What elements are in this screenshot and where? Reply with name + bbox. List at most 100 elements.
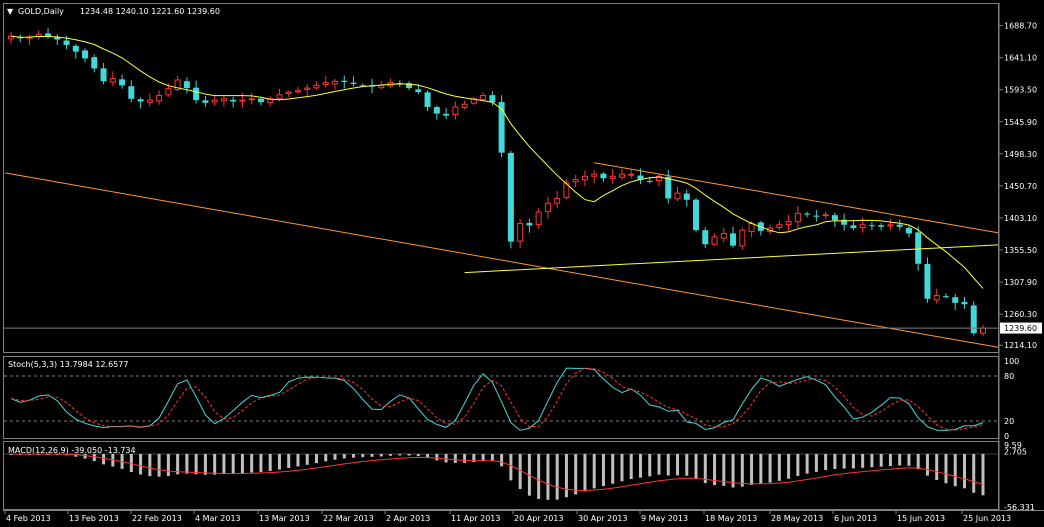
macd-bar bbox=[768, 454, 772, 483]
candle-bear bbox=[804, 213, 811, 215]
macd-bar bbox=[398, 454, 402, 456]
candle-bull bbox=[313, 84, 320, 89]
macd-bar bbox=[305, 454, 309, 465]
macd-bar bbox=[564, 454, 568, 498]
candle-bull bbox=[285, 91, 292, 95]
macd-bar bbox=[379, 454, 383, 457]
candle-bull bbox=[452, 106, 459, 115]
price-candles bbox=[8, 28, 986, 337]
price-tick-label: 1355.50 bbox=[1004, 246, 1037, 255]
macd-bar bbox=[222, 454, 226, 475]
candle-bear bbox=[91, 57, 98, 69]
candle-bear bbox=[202, 100, 209, 103]
lower-channel-trendline[interactable] bbox=[4, 172, 999, 348]
time-tick-label: 22 Mar 2013 bbox=[323, 514, 374, 523]
support-line-trendline[interactable] bbox=[464, 244, 999, 274]
stoch-tick-label: 0 bbox=[1004, 432, 1009, 441]
macd-bar bbox=[92, 454, 96, 462]
candle-bear bbox=[924, 263, 931, 299]
price-tick-label: 1688.70 bbox=[1004, 22, 1037, 31]
candle-bull bbox=[174, 79, 181, 90]
price-tick-label: 1593.50 bbox=[1004, 86, 1037, 95]
candle-bear bbox=[45, 33, 52, 37]
stoch-label: Stoch(5,3,3) bbox=[8, 360, 57, 369]
time-tick-label: 15 Jun 2013 bbox=[897, 514, 945, 523]
macd-bar bbox=[518, 454, 522, 490]
time-tick-label: 2 Apr 2013 bbox=[386, 514, 430, 523]
macd-bar bbox=[870, 454, 874, 468]
candle-bull bbox=[572, 179, 579, 183]
macd-bar bbox=[185, 454, 189, 474]
candle-bull bbox=[887, 224, 894, 227]
candle-bear bbox=[905, 227, 912, 234]
macd-bar bbox=[796, 454, 800, 476]
candle-bull bbox=[480, 94, 487, 101]
macd-bar bbox=[981, 454, 985, 496]
stoch-signal-line bbox=[10, 367, 984, 431]
macd-bar bbox=[888, 454, 892, 466]
candle-bear bbox=[702, 230, 709, 245]
candle-bull bbox=[8, 35, 14, 40]
macd-bar bbox=[851, 454, 855, 469]
candle-bear bbox=[489, 95, 496, 103]
candle-bear bbox=[841, 219, 848, 225]
macd-title: MACD(12,26,9) -39.050 -13.734 bbox=[8, 446, 136, 455]
candle-bear bbox=[896, 224, 903, 227]
macd-bar bbox=[203, 454, 207, 475]
candle-bull bbox=[776, 224, 783, 228]
macd-bar bbox=[296, 454, 300, 467]
candle-bear bbox=[230, 99, 237, 102]
candle-bear bbox=[637, 175, 644, 180]
candle-bear bbox=[498, 102, 505, 153]
macd-bar bbox=[426, 454, 430, 459]
macd-bar bbox=[389, 454, 393, 456]
upper-channel-trendline[interactable] bbox=[594, 162, 999, 234]
macd-signal-line bbox=[10, 453, 984, 492]
moving-average-line bbox=[10, 35, 984, 289]
price-tick-label: 1498.30 bbox=[1004, 150, 1037, 159]
candle-bull bbox=[581, 175, 588, 181]
candle-bull bbox=[211, 99, 218, 103]
macd-bar bbox=[713, 454, 717, 486]
time-tick-label: 4 Mar 2013 bbox=[195, 514, 241, 523]
candle-bull bbox=[618, 173, 625, 178]
price-tick-label: 1403.10 bbox=[1004, 214, 1037, 223]
macd-bar bbox=[657, 454, 661, 475]
symbol-arrow-icon[interactable]: ▼ bbox=[7, 7, 14, 16]
candle-bull bbox=[859, 224, 866, 229]
macd-bar bbox=[703, 454, 707, 484]
candle-bear bbox=[424, 92, 431, 107]
macd-bar bbox=[861, 454, 865, 468]
candle-bear bbox=[683, 193, 690, 200]
candle-bear bbox=[443, 113, 450, 116]
macd-bar bbox=[463, 454, 467, 463]
macd-bar bbox=[648, 454, 652, 477]
stoch-main-line bbox=[10, 367, 984, 431]
candle-bear bbox=[193, 87, 200, 101]
macd-bar bbox=[287, 454, 291, 468]
stoch-title: Stoch(5,3,3) 13.7984 12.6577 bbox=[8, 360, 128, 369]
current-price-tag bbox=[1000, 322, 1042, 334]
candle-bear bbox=[730, 233, 737, 246]
time-tick-label: 6 Jun 2013 bbox=[834, 514, 877, 523]
macd-bar bbox=[268, 454, 272, 471]
time-axis: 4 Feb 2013 13 Feb 2013 22 Feb 2013 4 Mar 20… bbox=[4, 510, 1011, 523]
macd-bar bbox=[546, 454, 550, 500]
price-overlays bbox=[4, 35, 999, 348]
macd-panel-frame bbox=[3, 441, 999, 510]
candle-bull bbox=[980, 327, 986, 334]
candle-bull bbox=[591, 173, 598, 177]
macd-bar bbox=[333, 454, 337, 460]
candle-bear bbox=[63, 40, 70, 45]
macd-bar bbox=[490, 454, 494, 461]
candle-bull bbox=[656, 175, 662, 182]
macd-bar bbox=[129, 454, 133, 473]
candle-bull bbox=[739, 229, 746, 247]
candle-bear bbox=[961, 302, 968, 305]
macd-label: MACD(12,26,9) bbox=[8, 446, 69, 455]
candle-bull bbox=[248, 98, 255, 101]
candle-bear bbox=[952, 297, 959, 303]
macd-bar bbox=[555, 454, 559, 500]
macd-bar bbox=[240, 454, 244, 474]
